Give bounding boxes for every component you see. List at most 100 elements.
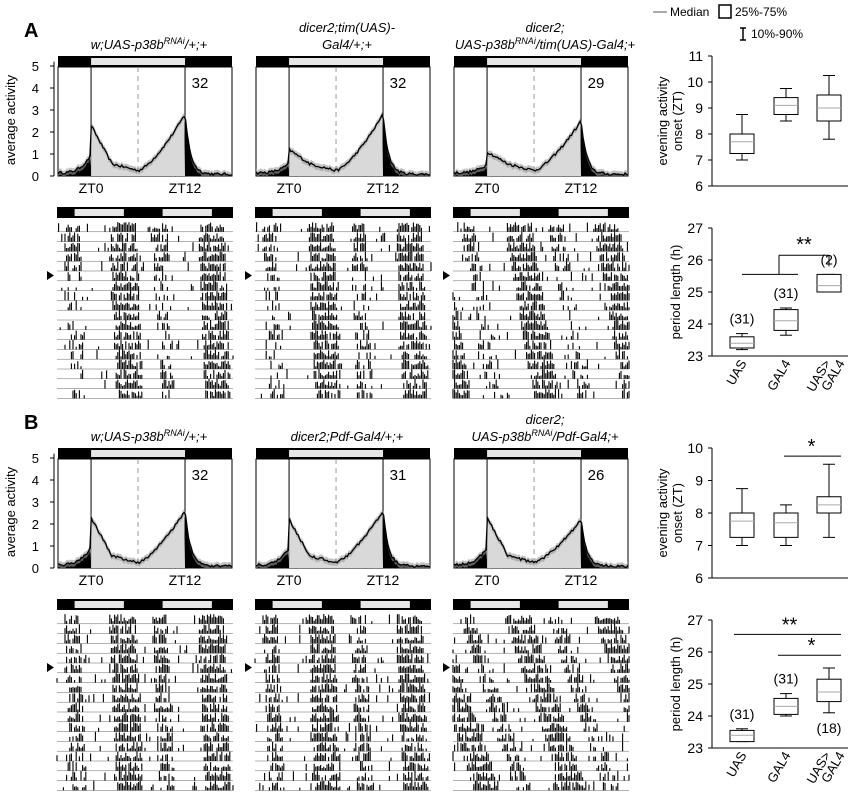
- actogram-row: [66, 770, 231, 781]
- actogram-row: [265, 261, 432, 271]
- actogram-row: [452, 349, 628, 360]
- activity-fill-dark: [383, 515, 430, 568]
- activity-ytick: 0: [32, 169, 39, 184]
- iqr-box: [729, 729, 755, 743]
- actogram-row: [473, 271, 628, 281]
- sample-count: (31): [774, 285, 799, 301]
- genotype-line1: w;UAS-p38bRNAi/+;+: [91, 428, 208, 444]
- actogram-row: [67, 712, 229, 722]
- activity-ylabel: average activity: [3, 74, 18, 165]
- box-ytick: 25: [687, 284, 703, 300]
- dd-transfer-arrow: [47, 271, 54, 280]
- actogram-row: [473, 780, 619, 791]
- dd-transfer-arrow: [47, 663, 54, 672]
- significance-marker: **: [782, 614, 798, 636]
- box-ytick: 26: [687, 644, 703, 660]
- onset-boxplot: 6 7 8 9 10 evening activity onset (ZT) *: [655, 436, 848, 586]
- box: [816, 273, 842, 293]
- box-ytick: 7: [695, 538, 703, 554]
- genotype-line1: dicer2;: [525, 20, 564, 35]
- onset-boxplot: 6 7 8 9 10 11 evening activity onset (ZT): [655, 48, 848, 194]
- actogram-row: [452, 702, 630, 712]
- actogram-ld-light: [162, 209, 212, 216]
- actogram-ld-light: [272, 601, 322, 608]
- actogram-row: [264, 770, 429, 781]
- activity-ytick: 4: [32, 81, 39, 96]
- actogram-row: [114, 310, 228, 320]
- actogram-row: [454, 761, 628, 771]
- actogram-ld-light: [162, 601, 212, 608]
- ld-bar-light: [487, 58, 582, 65]
- actogram-row: [452, 310, 628, 320]
- actogram-row: [70, 359, 231, 369]
- sample-size: 32: [390, 75, 407, 92]
- activity-fill-dark: [185, 119, 232, 176]
- actogram-row: [452, 359, 630, 369]
- activity-fill-light: [487, 121, 582, 176]
- actogram-row: [64, 624, 224, 634]
- whisker-legend-swatch: [740, 27, 746, 41]
- genotype-label: w;UAS-p38bRNAi/+;+: [91, 428, 208, 444]
- activity-plot: 32 ZT0 ZT12: [255, 56, 431, 196]
- actogram-row: [62, 780, 234, 791]
- actogram-row: [454, 722, 625, 732]
- actogram-row: [452, 692, 630, 703]
- box-ytick: 11: [688, 48, 703, 64]
- actogram-row: [69, 682, 228, 693]
- actogram: [47, 599, 234, 791]
- activity-plot: 32 ZT0 ZT12: [57, 56, 233, 196]
- box-ytick: 10: [687, 440, 703, 456]
- actogram-row: [463, 623, 630, 634]
- panel-a: Aw;UAS-p38bRNAi/+;+ dicer2;tim(UAS)- Gal4/…: [3, 20, 848, 399]
- actogram: [47, 207, 234, 399]
- genotype-label: w;UAS-p38bRNAi/+;+: [91, 36, 208, 52]
- box: [816, 463, 842, 538]
- ld-bar-light: [487, 450, 582, 457]
- actogram-row: [452, 673, 630, 683]
- activity-ytick: 1: [32, 539, 39, 554]
- actogram-row: [272, 310, 426, 320]
- actogram-row: [454, 300, 630, 311]
- activity-fill-dark: [185, 515, 232, 568]
- panel-b: Bw;UAS-p38bRNAi/+;+ dicer2;Pdf-Gal4/+;+ di…: [3, 412, 848, 791]
- activity-fill-dark: [454, 550, 488, 568]
- genotype-label: dicer2;tim(UAS)- Gal4/+;+: [299, 20, 396, 52]
- ld-bar-light: [289, 58, 384, 65]
- actogram-row: [56, 751, 231, 761]
- actogram-row: [454, 339, 630, 350]
- activity-ytick: 2: [32, 517, 39, 532]
- actogram-row: [67, 702, 228, 712]
- activity-error-band: [256, 111, 430, 176]
- genotype-line1: dicer2;: [525, 412, 564, 427]
- actogram-row: [471, 280, 630, 291]
- actogram-row: [454, 741, 624, 752]
- box-ytick: 24: [687, 316, 703, 332]
- box: [816, 667, 842, 714]
- actogram-row: [265, 682, 426, 693]
- box-ytick: 26: [687, 252, 703, 268]
- actogram-row: [66, 643, 226, 654]
- actogram-row: [66, 653, 226, 663]
- actogram-row: [262, 614, 422, 624]
- sample-count: (31): [730, 706, 755, 722]
- box: [773, 693, 799, 717]
- actogram-row: [67, 761, 231, 771]
- iqr-box: [729, 133, 755, 154]
- actogram-row: [452, 388, 630, 399]
- actogram-row: [268, 378, 427, 389]
- activity-fill-light: [487, 517, 582, 568]
- dd-transfer-arrow: [245, 663, 252, 672]
- actogram-row: [267, 300, 426, 311]
- genotype-line2: Gal4/+;+: [322, 37, 372, 52]
- genotype-label: dicer2;UAS-p38bRNAi/Pdf-Gal4;+: [471, 412, 619, 444]
- activity-curve: [453, 515, 629, 568]
- actogram-row: [64, 633, 228, 644]
- actogram-row: [452, 369, 630, 379]
- activity-xtick: ZT12: [367, 572, 400, 588]
- actogram-row: [256, 722, 427, 732]
- actogram-ld-light: [360, 601, 410, 608]
- panel-letter: A: [24, 20, 38, 42]
- actogram-row: [470, 261, 630, 271]
- sample-size: 31: [390, 467, 407, 484]
- actogram-row: [462, 251, 625, 262]
